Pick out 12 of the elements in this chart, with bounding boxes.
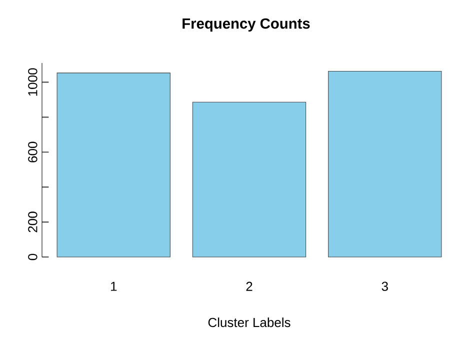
y-tick-label: 1000 bbox=[28, 68, 38, 96]
chart-title: Frequency Counts bbox=[182, 18, 310, 32]
bar bbox=[56, 72, 170, 258]
bar bbox=[192, 102, 306, 258]
y-tick-label: 0 bbox=[28, 254, 38, 260]
x-tick-label: 3 bbox=[382, 282, 388, 291]
y-tick-label: 600 bbox=[28, 142, 38, 162]
y-tick-label: 200 bbox=[28, 212, 38, 232]
x-tick-label: 2 bbox=[246, 282, 252, 291]
x-axis-title: Cluster Labels bbox=[208, 318, 290, 328]
x-tick-label: 1 bbox=[110, 282, 117, 291]
bar bbox=[328, 70, 442, 258]
